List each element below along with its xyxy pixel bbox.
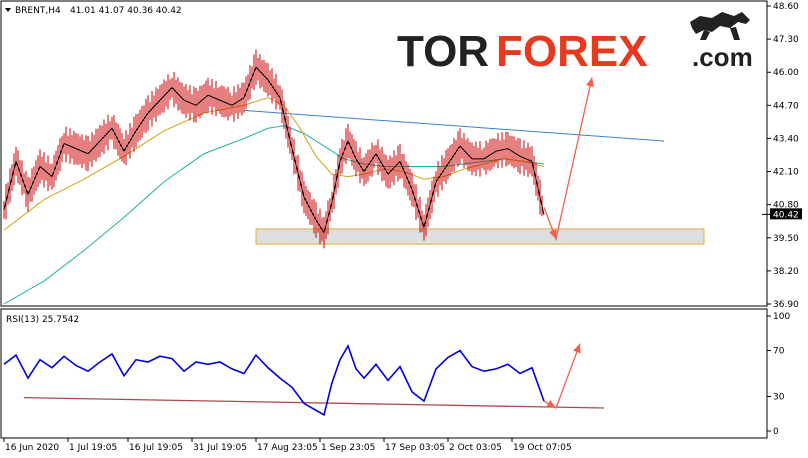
price-forecast-arrowhead-down [549, 229, 557, 240]
rsi-tick-label: 70 [773, 347, 785, 357]
time-tick-label: 31 Jul 19:05 [193, 443, 247, 453]
price-tick-label: 40.80 [773, 201, 799, 211]
time-tick-label: 16 Jul 19:05 [129, 443, 183, 453]
time-tick-label: 17 Sep 03:05 [385, 443, 445, 453]
ohlc-values: 41.01 41.07 40.36 40.42 [70, 6, 182, 16]
rsi-tick-label: 100 [773, 312, 790, 322]
time-tick-label: 19 Oct 07:05 [513, 443, 572, 453]
price-tick-label: 39.50 [773, 234, 799, 244]
main-panel-frame [0, 0, 768, 307]
rsi-forecast-arrowhead [573, 343, 581, 354]
price-tick-label: 42.10 [773, 168, 799, 178]
current-price-marker: 40.42 [762, 208, 802, 220]
price-axis-ticks: 48.60 47.30 46.00 44.70 43.40 42.10 40.80 39.50… [767, 2, 799, 310]
rsi-label: RSI(13) 25.7542 [6, 315, 79, 325]
current-price-label: 40.42 [773, 210, 799, 220]
price-tick-label: 48.60 [773, 2, 799, 12]
time-tick-label: 17 Aug 23:05 [257, 443, 318, 453]
bull-bear-icon [690, 12, 750, 40]
ma-fast-line [3, 97, 545, 231]
price-tick-label: 43.40 [773, 134, 799, 144]
collapse-triangle-icon[interactable] [5, 8, 11, 12]
logo-part-forex: FOREX [496, 27, 648, 76]
price-tick-label: 47.30 [773, 35, 799, 45]
time-tick-label: 1 Sep 23:05 [321, 443, 375, 453]
price-tick-label: 46.00 [773, 68, 799, 78]
rsi-line [3, 343, 545, 417]
torforex-logo: TOR FOREX .com [397, 12, 753, 76]
support-zone [255, 228, 705, 245]
logo-part-com: .com [692, 42, 753, 72]
price-line [3, 66, 545, 234]
price-tick-label: 38.20 [773, 267, 799, 277]
rsi-tick-label: 30 [773, 393, 785, 403]
price-forecast-arrowhead [586, 77, 594, 87]
rsi-axis-ticks: 100 70 30 0 [767, 312, 790, 437]
time-tick-label: 2 Oct 03:05 [449, 443, 502, 453]
resistance-trendline [243, 109, 665, 142]
rsi-panel-frame [0, 308, 768, 439]
rsi-tick-label: 0 [773, 427, 779, 437]
price-tick-label: 36.90 [773, 300, 799, 310]
rsi-trendline [23, 397, 605, 409]
time-tick-label: 1 Jul 19:05 [69, 443, 117, 453]
time-axis-ticks: 16 Jun 2020 1 Jul 19:05 16 Jul 19:05 31 Jul… [3, 438, 572, 453]
rsi-forecast-arrowhead-down [546, 400, 556, 408]
price-tick-label: 44.70 [773, 101, 799, 111]
logo-part-tor: TOR [397, 27, 489, 76]
time-tick-label: 16 Jun 2020 [5, 443, 59, 453]
symbol-label: BRENT,H4 [15, 6, 61, 16]
